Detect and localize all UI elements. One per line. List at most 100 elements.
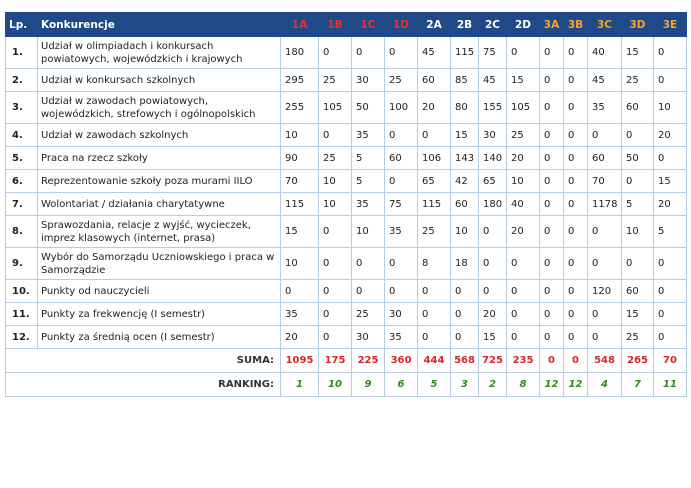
score-cell: 5 — [653, 215, 687, 248]
ranking-cell: 6 — [384, 372, 418, 397]
score-cell: 20 — [417, 91, 451, 124]
header-class: 1C — [351, 12, 385, 37]
score-cell: 0 — [539, 123, 564, 147]
total-cell: 360 — [384, 348, 418, 373]
score-cell: 0 — [563, 247, 588, 280]
score-cell: 15 — [621, 36, 654, 69]
table-row: 10. Punkty od nauczycieli 0 0 0 0 0 0 0 0 0 0 120 60 0 — [5, 279, 687, 303]
row-number: 10. — [5, 279, 38, 303]
score-cell: 0 — [539, 302, 564, 326]
score-cell: 0 — [563, 279, 588, 303]
header-class: 1A — [280, 12, 319, 37]
ranking-cell: 11 — [653, 372, 687, 397]
score-cell: 0 — [563, 192, 588, 216]
score-cell: 0 — [417, 325, 451, 349]
score-cell: 0 — [587, 247, 622, 280]
score-cell: 0 — [417, 302, 451, 326]
score-cell: 115 — [417, 192, 451, 216]
results-table-container: Lp. Konkurencje 1A 1B 1C 1D 2A 2B 2C 2D … — [5, 12, 687, 397]
row-number: 6. — [5, 169, 38, 193]
score-cell: 42 — [450, 169, 479, 193]
score-cell: 0 — [318, 215, 352, 248]
score-cell: 0 — [450, 325, 479, 349]
score-cell: 180 — [280, 36, 319, 69]
total-cell: 175 — [318, 348, 352, 373]
header-lp: Lp. — [5, 12, 38, 37]
ranking-cell: 1 — [280, 372, 319, 397]
header-class: 3E — [653, 12, 687, 37]
competition-name: Punkty za frekwencję (I semestr) — [37, 302, 281, 326]
total-row: SUMA: 1095 175 225 360 444 568 725 235 0 0 548 265 7… — [5, 348, 687, 373]
score-cell: 25 — [621, 68, 654, 92]
score-cell: 20 — [506, 146, 540, 170]
row-number: 4. — [5, 123, 38, 147]
score-cell: 20 — [280, 325, 319, 349]
total-cell: 548 — [587, 348, 622, 373]
score-cell: 10 — [351, 215, 385, 248]
header-class: 3C — [587, 12, 622, 37]
ranking-cell: 12 — [539, 372, 564, 397]
score-cell: 60 — [450, 192, 479, 216]
table-row: 6. Reprezentowanie szkoły poza murami IIL… — [5, 169, 687, 193]
header-class: 2D — [506, 12, 540, 37]
score-cell: 30 — [351, 68, 385, 92]
score-cell: 30 — [351, 325, 385, 349]
score-cell: 106 — [417, 146, 451, 170]
score-cell: 30 — [384, 302, 418, 326]
score-cell: 105 — [506, 91, 540, 124]
score-cell: 0 — [539, 192, 564, 216]
score-cell: 70 — [280, 169, 319, 193]
ranking-cell: 2 — [478, 372, 507, 397]
total-cell: 265 — [621, 348, 654, 373]
total-cell: 725 — [478, 348, 507, 373]
score-cell: 15 — [478, 325, 507, 349]
results-body: 1. Udział w olimpiadach i konkursach powi… — [5, 36, 687, 349]
ranking-cell: 12 — [563, 372, 588, 397]
score-cell: 0 — [539, 91, 564, 124]
score-cell: 0 — [539, 146, 564, 170]
score-cell: 25 — [318, 68, 352, 92]
score-cell: 0 — [563, 123, 588, 147]
competition-name: Punkty za średnią ocen (I semestr) — [37, 325, 281, 349]
score-cell: 0 — [384, 123, 418, 147]
row-number: 3. — [5, 91, 38, 124]
score-cell: 0 — [621, 169, 654, 193]
score-cell: 85 — [450, 68, 479, 92]
score-cell: 60 — [621, 279, 654, 303]
row-number: 12. — [5, 325, 38, 349]
table-row: 4. Udział w zawodach szkolnych 10 0 35 0 0 15 30… — [5, 123, 687, 147]
score-cell: 0 — [563, 146, 588, 170]
score-cell: 25 — [417, 215, 451, 248]
score-cell: 0 — [417, 279, 451, 303]
score-cell: 0 — [450, 279, 479, 303]
score-cell: 0 — [539, 68, 564, 92]
table-row: 9. Wybór do Samorządu Uczniowskiego i pra… — [5, 247, 687, 280]
score-cell: 10 — [318, 192, 352, 216]
score-cell: 0 — [539, 247, 564, 280]
ranking-cell: 3 — [450, 372, 479, 397]
competition-name: Sprawozdania, relacje z wyjść, wycieczek… — [37, 215, 281, 248]
score-cell: 20 — [506, 215, 540, 248]
total-cell: 568 — [450, 348, 479, 373]
row-number: 11. — [5, 302, 38, 326]
competition-name: Punkty od nauczycieli — [37, 279, 281, 303]
score-cell: 45 — [417, 36, 451, 69]
score-cell: 0 — [506, 247, 540, 280]
score-cell: 0 — [318, 325, 352, 349]
score-cell: 0 — [384, 279, 418, 303]
score-cell: 0 — [653, 325, 687, 349]
score-cell: 20 — [478, 302, 507, 326]
row-number: 8. — [5, 215, 38, 248]
score-cell: 0 — [384, 247, 418, 280]
score-cell: 0 — [318, 123, 352, 147]
score-cell: 0 — [653, 68, 687, 92]
score-cell: 35 — [384, 215, 418, 248]
ranking-cell: 10 — [318, 372, 352, 397]
score-cell: 25 — [506, 123, 540, 147]
score-cell: 120 — [587, 279, 622, 303]
score-cell: 0 — [506, 302, 540, 326]
ranking-cell: 8 — [506, 372, 540, 397]
score-cell: 65 — [417, 169, 451, 193]
score-cell: 1178 — [587, 192, 622, 216]
score-cell: 0 — [563, 68, 588, 92]
